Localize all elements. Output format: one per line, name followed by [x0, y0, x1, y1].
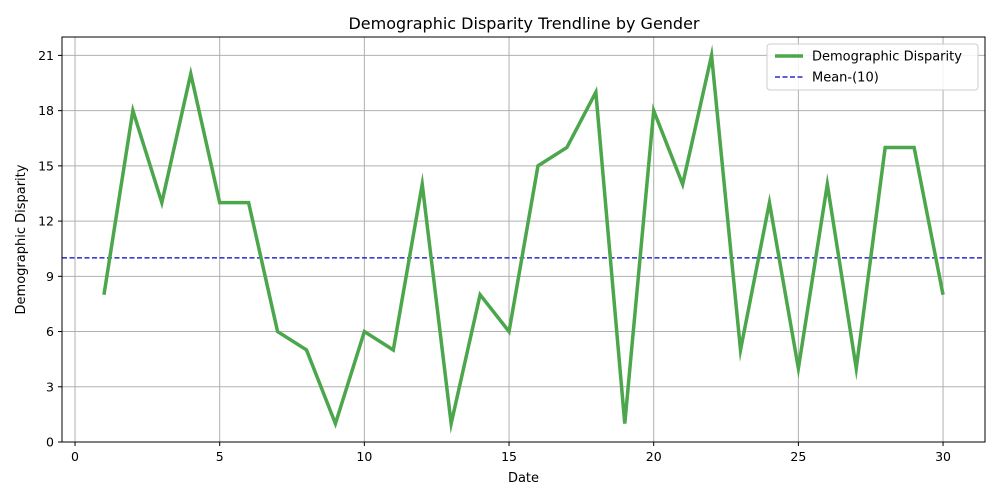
chart-title: Demographic Disparity Trendline by Gende…: [348, 14, 699, 33]
x-tick-label: 30: [935, 449, 951, 464]
y-tick-label: 0: [46, 435, 54, 450]
y-tick-label: 18: [38, 103, 54, 118]
y-tick-label: 12: [38, 214, 54, 229]
x-axis: 0 5 10 15 20 25 30: [71, 442, 951, 464]
x-tick-label: 20: [646, 449, 662, 464]
legend-label: Demographic Disparity: [812, 50, 962, 65]
x-tick-label: 0: [71, 449, 79, 464]
y-axis-label: Demographic Disparity: [14, 164, 29, 314]
y-tick-label: 21: [38, 48, 54, 63]
y-tick-label: 9: [46, 269, 54, 284]
y-tick-label: 3: [46, 379, 54, 394]
x-tick-label: 15: [501, 449, 517, 464]
x-tick-label: 25: [790, 449, 806, 464]
y-tick-label: 6: [46, 324, 54, 339]
legend-box: [766, 43, 979, 91]
x-axis-label: Date: [508, 471, 539, 486]
y-axis: 0 3 6 9 12 15 18 21: [38, 48, 62, 450]
legend: Demographic Disparity Mean-(10): [766, 43, 979, 91]
x-tick-label: 5: [216, 449, 224, 464]
plot-frame: [61, 36, 986, 443]
x-tick-label: 10: [356, 449, 372, 464]
y-tick-label: 15: [38, 158, 54, 173]
legend-label: Mean-(10): [812, 71, 879, 86]
series-line: [102, 44, 945, 434]
series-layer: [102, 44, 945, 434]
